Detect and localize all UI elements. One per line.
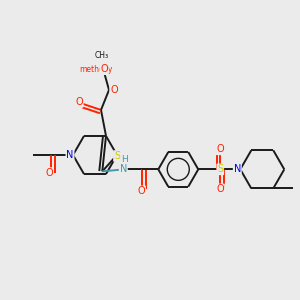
- Text: CH₃: CH₃: [95, 51, 109, 60]
- Text: O: O: [137, 186, 145, 196]
- Text: N: N: [66, 150, 74, 160]
- Text: methoxy: methoxy: [79, 65, 113, 74]
- Text: N: N: [234, 164, 241, 174]
- Text: N: N: [120, 164, 127, 174]
- Text: S: S: [114, 151, 120, 161]
- Text: O: O: [110, 85, 118, 95]
- Text: H: H: [121, 155, 128, 164]
- Text: O: O: [75, 97, 83, 107]
- Text: S: S: [217, 164, 223, 174]
- Text: O: O: [100, 64, 108, 74]
- Text: O: O: [217, 184, 224, 194]
- Text: O: O: [217, 144, 224, 154]
- Text: O: O: [45, 168, 53, 178]
